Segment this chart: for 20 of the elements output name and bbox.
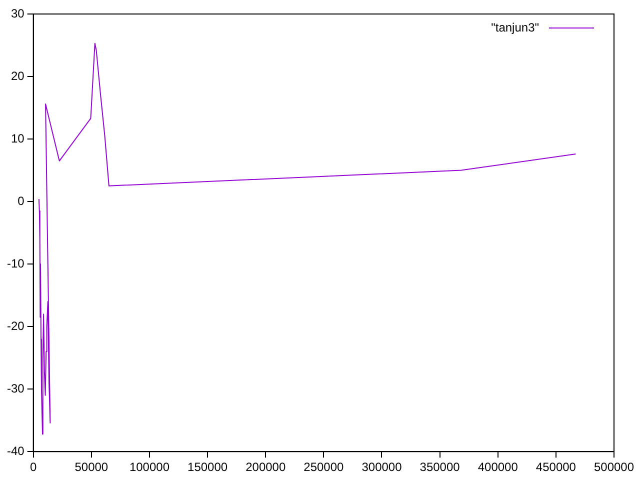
legend-label: "tanjun3" <box>491 20 539 34</box>
x-tick-label: 100000 <box>129 460 170 474</box>
x-tick-label: 150000 <box>188 460 228 474</box>
y-tick-label: -10 <box>7 256 25 270</box>
x-tick-label: 200000 <box>246 460 286 474</box>
x-tick-label: 0 <box>30 460 37 474</box>
x-tick-label: 400000 <box>478 460 518 474</box>
y-tick-label: 20 <box>10 68 25 83</box>
y-tick-label: 10 <box>10 131 25 146</box>
y-tick-label: -30 <box>7 381 25 396</box>
x-tick-label: 300000 <box>362 460 402 474</box>
y-tick-label: -40 <box>7 444 25 458</box>
y-tick-label: 0 <box>18 194 25 208</box>
x-tick-label: 250000 <box>304 460 344 474</box>
x-tick-label: 450000 <box>536 460 576 474</box>
x-tick-label: 350000 <box>420 460 460 474</box>
x-tick-label: 50000 <box>74 460 108 474</box>
x-tick-label: 500000 <box>594 460 634 474</box>
y-tick-label: -20 <box>7 318 25 333</box>
y-tick-label: 30 <box>10 6 25 20</box>
